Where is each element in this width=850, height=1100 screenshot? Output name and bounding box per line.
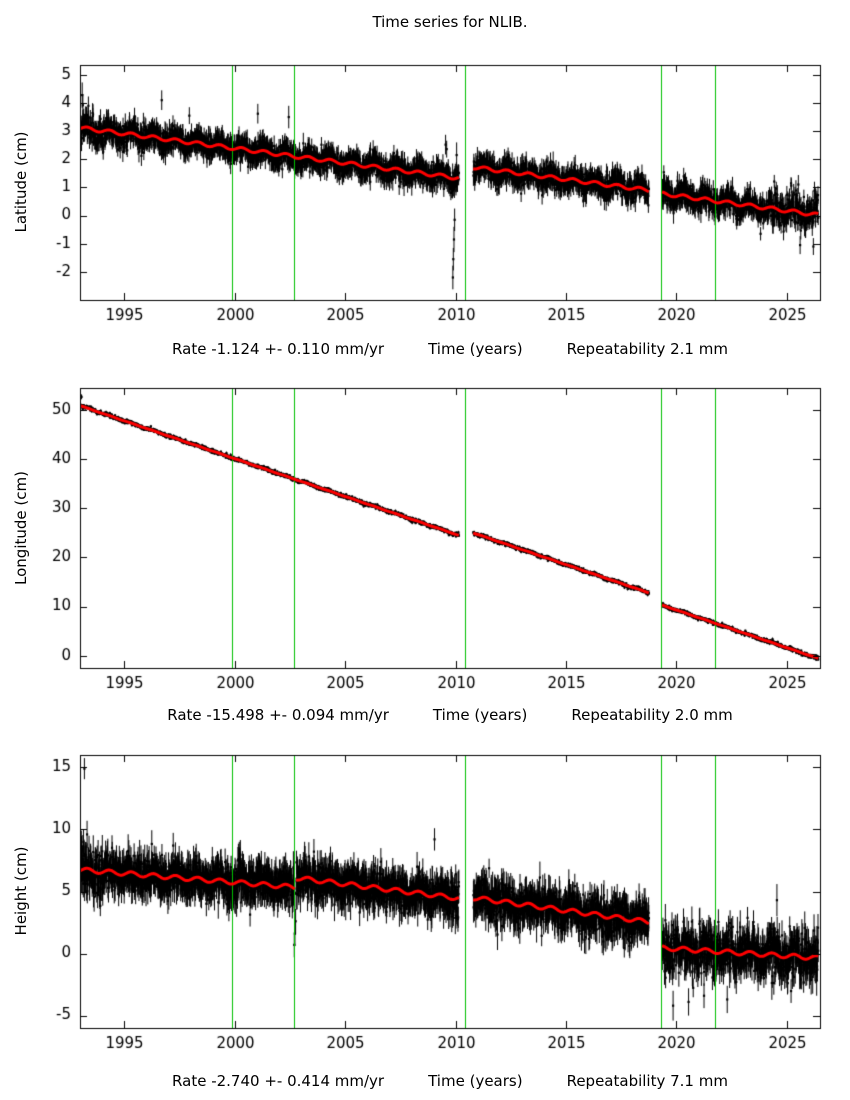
latitude-repeatability-label: Repeatability 2.1 mm [566,340,728,358]
y-axis-label-height: Height (cm) [12,846,30,936]
y-axis-label-latitude: Latitude (cm) [12,131,30,233]
longitude-rate-label: Rate -15.498 +- 0.094 mm/yr [167,706,389,724]
longitude-x-axis-label: Time (years) [432,706,528,724]
height-repeatability-label: Repeatability 7.1 mm [566,1072,728,1090]
height-footer: Rate -2.740 +- 0.414 mm/yr Time (years) … [80,1072,820,1090]
plot-title: Time series for NLIB. [372,13,528,31]
latitude-footer: Rate -1.124 +- 0.110 mm/yr Time (years) … [80,340,820,358]
height-rate-label: Rate -2.740 +- 0.414 mm/yr [172,1072,385,1090]
height-x-axis-label: Time (years) [428,1072,523,1090]
latitude-rate-label: Rate -1.124 +- 0.110 mm/yr [172,340,385,358]
longitude-footer: Rate -15.498 +- 0.094 mm/yr Time (years)… [80,706,820,724]
longitude-repeatability-label: Repeatability 2.0 mm [571,706,733,724]
y-axis-label-longitude: Longitude (cm) [12,471,30,585]
latitude-x-axis-label: Time (years) [428,340,523,358]
